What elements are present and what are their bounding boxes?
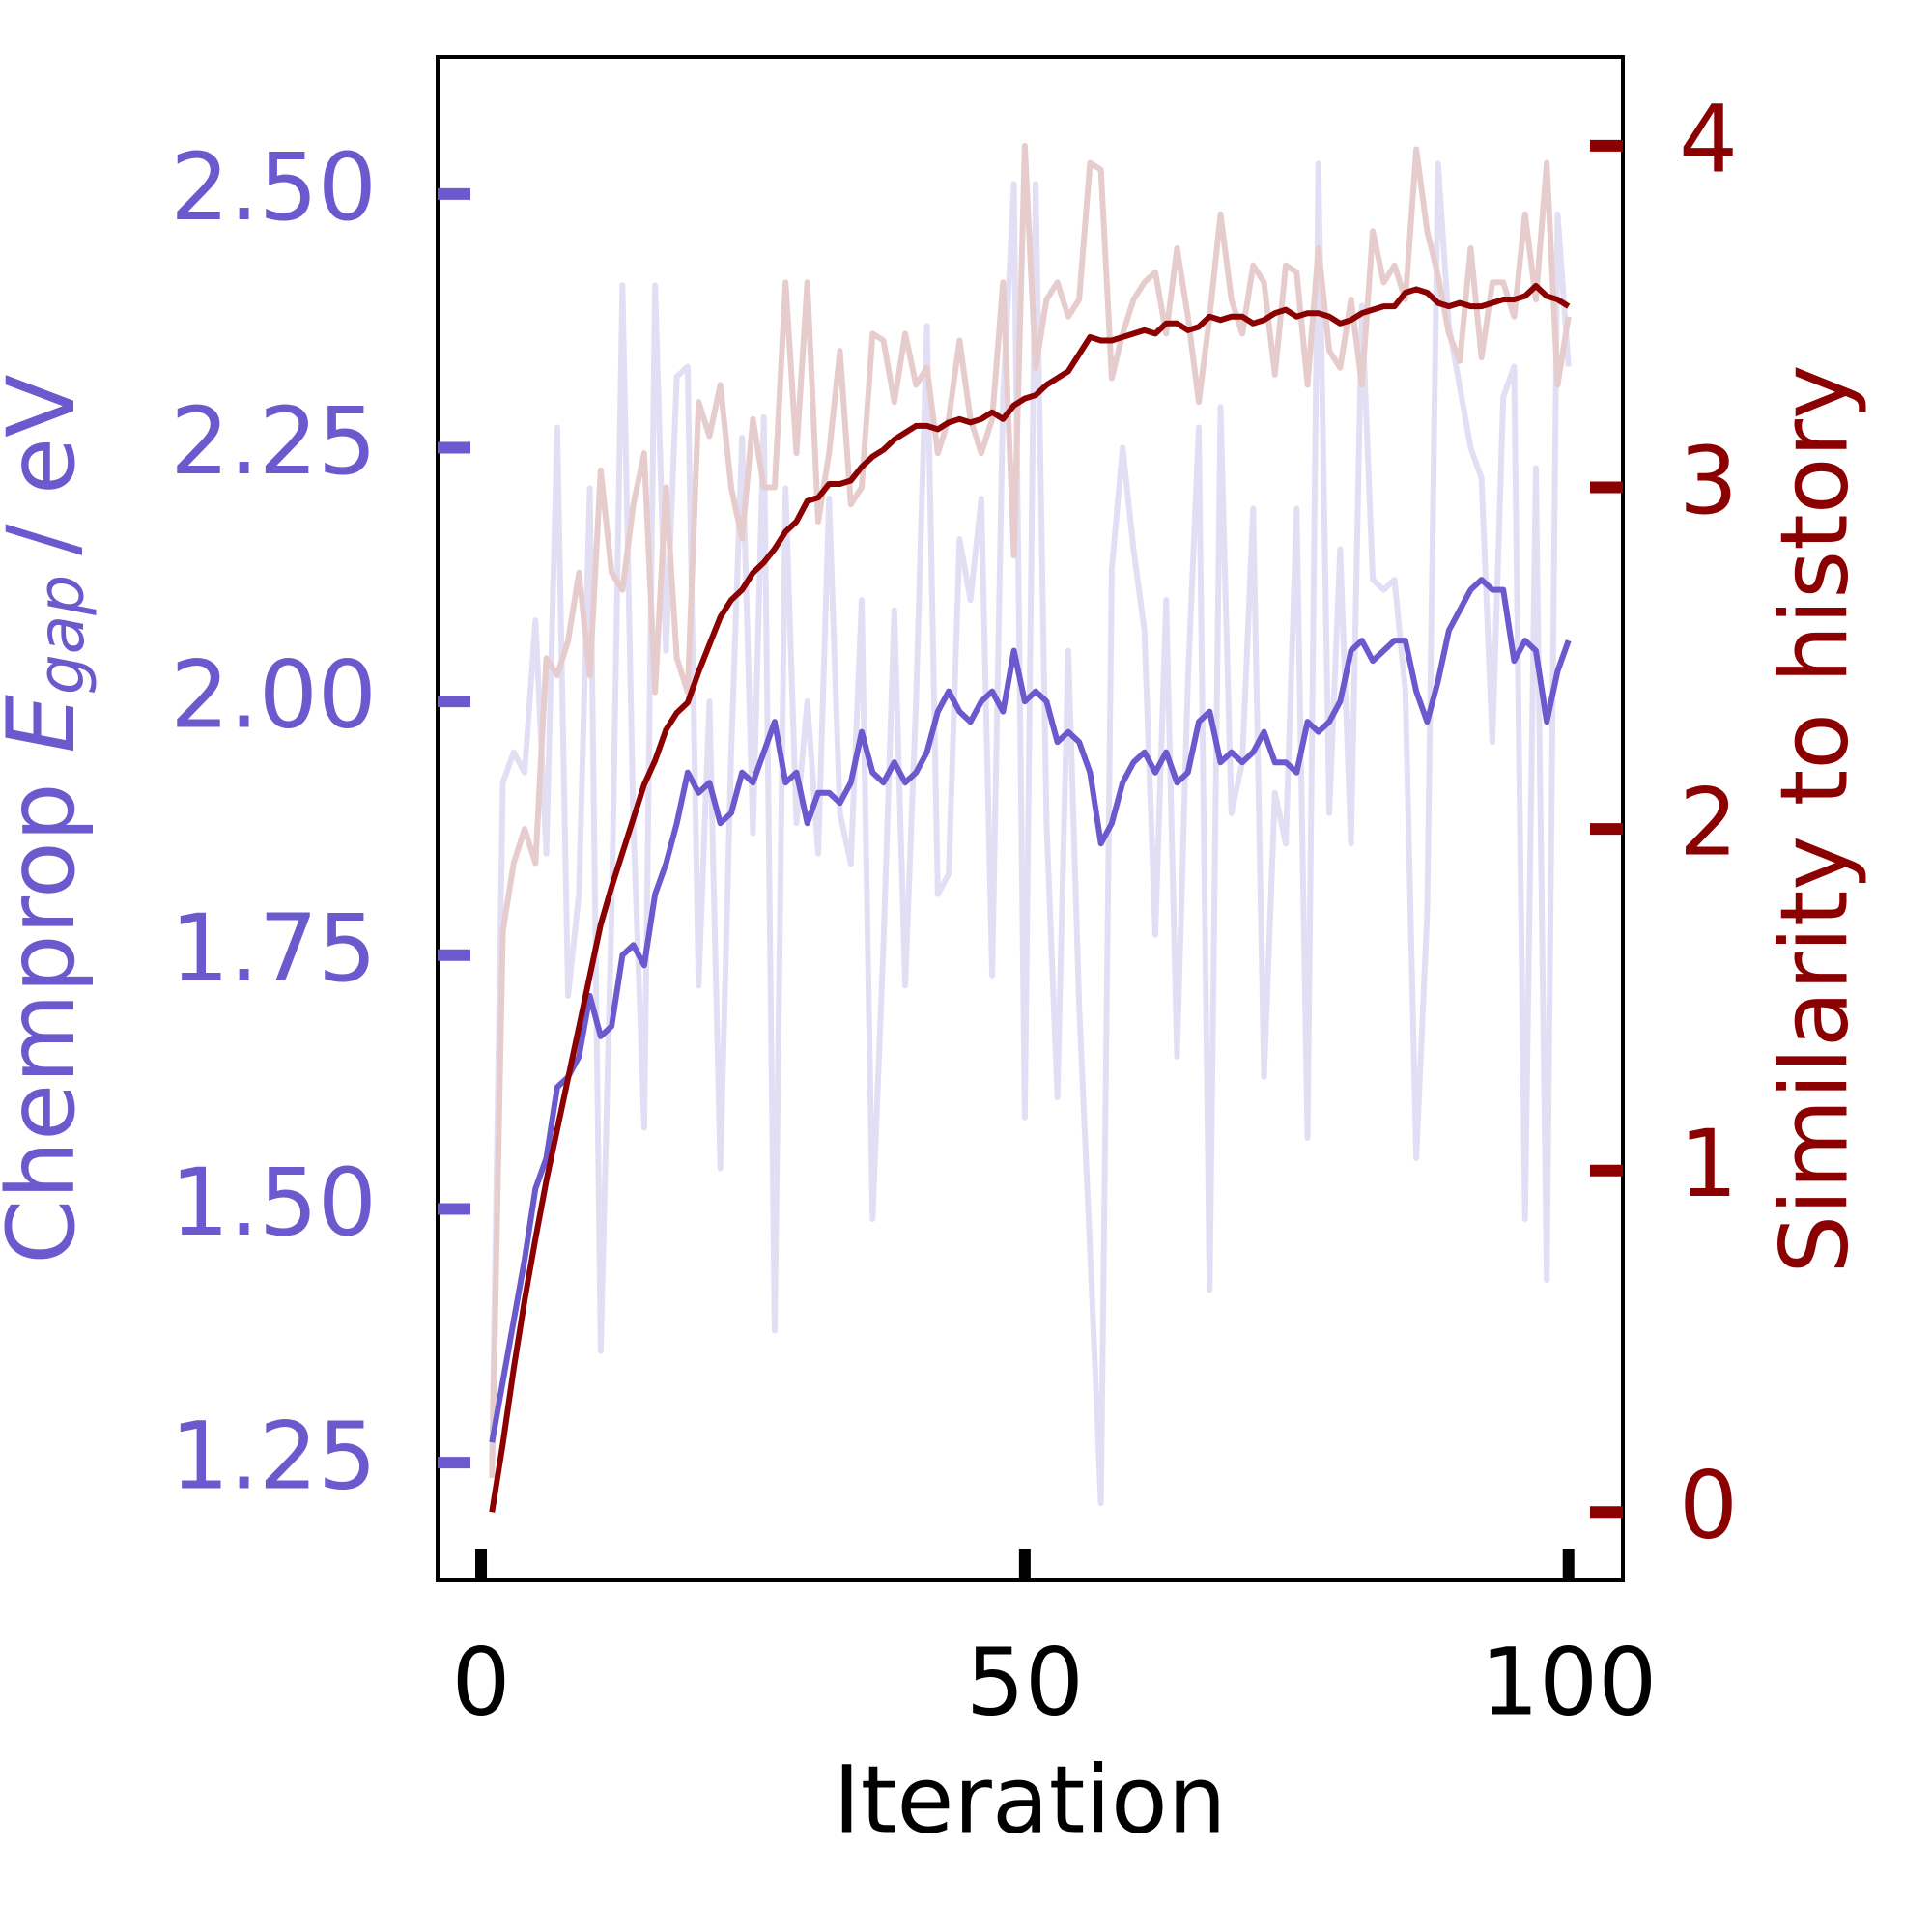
y-tick-label: 2.25 xyxy=(170,387,377,496)
x-axis-label: Iteration xyxy=(833,1746,1226,1854)
x-tick-label: 50 xyxy=(966,1628,1084,1736)
y-tick-label: 2.50 xyxy=(170,133,377,242)
plot-area xyxy=(489,142,1572,1513)
series-line xyxy=(489,160,1572,1507)
y-axis-label-subscript: gap xyxy=(24,575,99,695)
y-tick-label: 2.00 xyxy=(170,641,377,750)
x-tick-label: 100 xyxy=(1480,1628,1657,1736)
x-tick-label: 0 xyxy=(451,1628,510,1736)
y-tick-label: 1.75 xyxy=(170,895,377,1003)
y2-tick-label: 4 xyxy=(1679,85,1738,193)
y2-tick-label: 2 xyxy=(1679,768,1738,876)
y-tick-label: 1.50 xyxy=(170,1149,377,1257)
y-tick-label: 1.25 xyxy=(170,1402,377,1510)
y-axis-label: Chemprop Egap / eV xyxy=(0,374,99,1264)
y-axis-label-unit: / eV xyxy=(0,374,96,555)
y2-tick-label: 3 xyxy=(1679,427,1738,535)
y2-tick-label: 0 xyxy=(1679,1452,1738,1560)
series-line xyxy=(489,282,1571,1513)
y-axis-label-symbol: E xyxy=(0,695,96,753)
series-line xyxy=(489,577,1572,1443)
y2-tick-label: 1 xyxy=(1679,1110,1738,1218)
y2-axis-label: Similarity to history xyxy=(1760,364,1868,1273)
series-line xyxy=(489,142,1572,1478)
y-axis-label-text: Chemprop xyxy=(0,782,96,1264)
